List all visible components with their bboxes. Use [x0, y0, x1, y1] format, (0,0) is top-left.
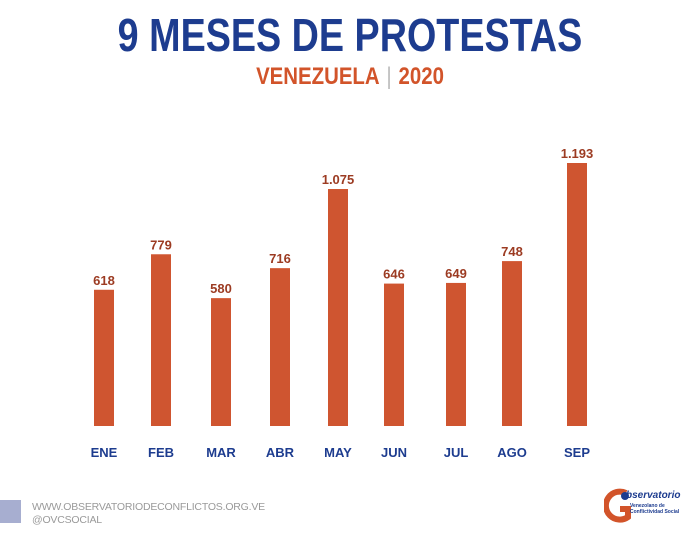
- category-label-sep: SEP: [564, 445, 590, 460]
- bar-ago: [502, 261, 522, 426]
- data-label-jul: 649: [445, 266, 467, 281]
- category-label-may: MAY: [324, 445, 352, 460]
- bar-sep: [567, 163, 587, 426]
- bar-chart: 618 ENE 779 FEB 580 MAR 716 ABR 1.075 MAY 646 JUN 64…: [91, 146, 594, 460]
- subtitle-divider: |: [386, 63, 392, 90]
- category-label-jul: JUL: [444, 445, 469, 460]
- bar-mar: [211, 298, 231, 426]
- category-label-jun: JUN: [381, 445, 407, 460]
- subtitle-country: VENEZUELA: [256, 63, 380, 90]
- category-label-feb: FEB: [148, 445, 174, 460]
- data-label-sep: 1.193: [561, 146, 594, 161]
- bar-may: [328, 189, 348, 426]
- data-label-may: 1.075: [322, 172, 355, 187]
- chart-title: 9 MESES DE PROTESTAS: [117, 9, 583, 61]
- bar-jul: [446, 282, 466, 426]
- data-label-abr: 716: [269, 251, 291, 266]
- subtitle-year: 2020: [398, 63, 444, 90]
- category-label-ene: ENE: [91, 445, 118, 460]
- bar-abr: [270, 268, 290, 426]
- bar-feb: [151, 254, 171, 426]
- data-label-mar: 580: [210, 281, 232, 296]
- bar-ene: [94, 289, 114, 426]
- social-handle[interactable]: @OVCSOCIAL: [32, 514, 102, 526]
- observatorio-logo: bservatorio Venezolano de Conflictividad …: [604, 487, 684, 527]
- footer-text: WWW.OBSERVATORIODECONFLICTOS.ORG.VE @OVC…: [32, 501, 265, 527]
- data-label-ene: 618: [93, 273, 115, 288]
- data-label-ago: 748: [501, 244, 523, 259]
- data-label-jun: 646: [383, 267, 405, 282]
- category-label-mar: MAR: [206, 445, 236, 460]
- logo-mark-icon: [604, 488, 631, 523]
- category-label-ago: AGO: [497, 445, 527, 460]
- chart-subtitle: VENEZUELA | 2020: [53, 63, 648, 91]
- data-label-feb: 779: [150, 237, 172, 252]
- footer-accent: [0, 500, 21, 523]
- bar-jun: [384, 283, 404, 426]
- category-label-abr: ABR: [266, 445, 295, 460]
- website-link[interactable]: WWW.OBSERVATORIODECONFLICTOS.ORG.VE: [32, 501, 265, 513]
